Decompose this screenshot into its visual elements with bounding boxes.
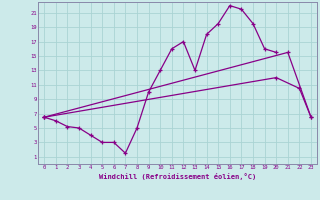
X-axis label: Windchill (Refroidissement éolien,°C): Windchill (Refroidissement éolien,°C): [99, 173, 256, 180]
